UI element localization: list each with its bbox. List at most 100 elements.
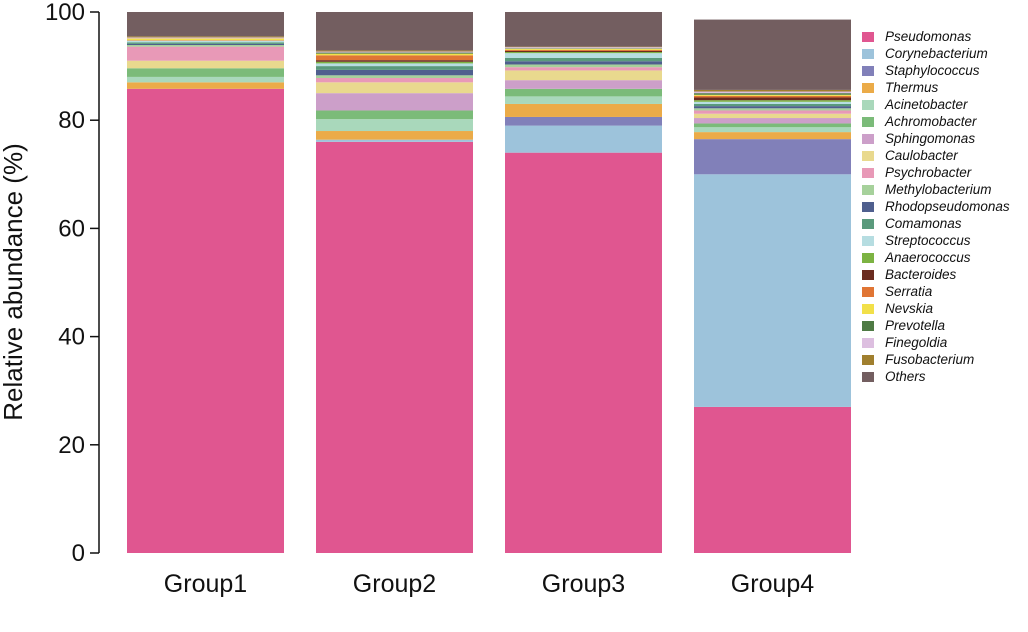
bar-segment-acinetobacter [127, 76, 284, 83]
bar-stack-group4 [694, 19, 851, 553]
legend-item: Pseudomonas [862, 28, 1010, 45]
bar-segment-fusobacterium [316, 50, 473, 52]
legend-swatch [862, 116, 874, 127]
legend-swatch [862, 337, 874, 348]
bar-segment-sphingomonas [316, 93, 473, 111]
legend-label: Thermus [885, 80, 939, 95]
bar-stacks [127, 12, 851, 554]
legend-swatch [862, 252, 874, 263]
bar-segment-pseudomonas [694, 406, 851, 553]
bar-segment-caulobacter [127, 60, 284, 69]
legend-label: Corynebacterium [885, 46, 988, 61]
legend-label: Staphylococcus [885, 63, 980, 78]
legend-swatch [862, 65, 874, 76]
legend-item: Nevskia [862, 300, 1010, 317]
legend-item: Prevotella [862, 317, 1010, 334]
bar-segment-rhodopseudomonas [127, 43, 284, 46]
y-tick-label: 0 [72, 540, 85, 567]
bar-segment-finegoldia [316, 51, 473, 53]
bar-segment-pseudomonas [127, 88, 284, 554]
legend-item: Streptococcus [862, 232, 1010, 249]
bar-stack-group3 [505, 12, 662, 553]
bar-segment-fusobacterium [694, 89, 851, 92]
legend-swatch [862, 218, 874, 229]
bar-segment-methylobacterium [694, 108, 851, 111]
bar-segment-comamonas [316, 66, 473, 70]
bar-segment-bacteroides [694, 97, 851, 101]
legend-label: Bacteroides [885, 267, 957, 282]
legend-label: Psychrobacter [885, 165, 972, 180]
legend-label: Comamonas [885, 216, 962, 231]
legend-item: Fusobacterium [862, 351, 1010, 368]
legend-label: Rhodopseudomonas [885, 199, 1010, 214]
legend-item: Serratia [862, 283, 1010, 300]
legend-item: Thermus [862, 79, 1010, 96]
bar-segment-serratia [316, 55, 473, 61]
legend-label: Nevskia [885, 301, 934, 316]
legend-label: Sphingomonas [885, 131, 976, 146]
bar-segment-others [316, 12, 473, 51]
bar-segment-corynebacterium [505, 125, 662, 153]
x-tick-label: Group3 [542, 570, 625, 598]
legend-item: Acinetobacter [862, 96, 1010, 113]
bar-segment-achromobacter [127, 68, 284, 77]
bar-segment-achromobacter [316, 110, 473, 120]
bar-stack-group1 [127, 12, 284, 554]
legend-swatch [862, 48, 874, 59]
bar-segment-prevotella [694, 93, 851, 95]
bar-segment-rhodopseudomonas [694, 106, 851, 109]
bar-segment-bacteroides [505, 50, 662, 53]
bar-segment-methylobacterium [316, 75, 473, 79]
bar-segment-rhodopseudomonas [316, 69, 473, 76]
bar-segment-streptococcus [127, 40, 284, 43]
legend-item: Methylobacterium [862, 181, 1010, 198]
x-tick-labels: Group1 Group2 Group3 Group4 [164, 570, 814, 598]
bar-segment-anaerococcus [316, 61, 473, 64]
bar-segment-comamonas [127, 42, 284, 44]
legend-swatch [862, 167, 874, 178]
bar-segment-comamonas [505, 57, 662, 62]
legend-label: Prevotella [885, 318, 946, 333]
bar-segment-streptococcus [316, 63, 473, 67]
legend-swatch [862, 31, 874, 42]
legend-item: Staphylococcus [862, 62, 1010, 79]
y-tick-label: 80 [58, 107, 85, 134]
legend-label: Methylobacterium [885, 182, 992, 197]
legend-label: Achromobacter [885, 114, 977, 129]
legend-swatch [862, 150, 874, 161]
bar-segment-others [505, 12, 662, 47]
bar-segment-rhodopseudomonas [505, 61, 662, 65]
bar-segment-nevskia [694, 94, 851, 96]
bar-segment-acinetobacter [505, 96, 662, 104]
legend-item: Bacteroides [862, 266, 1010, 283]
bar-segment-acinetobacter [316, 119, 473, 132]
bar-segment-sphingomonas [694, 118, 851, 124]
bar-segment-pseudomonas [505, 152, 662, 553]
y-tick-label: 100 [45, 0, 85, 26]
legend-swatch [862, 133, 874, 144]
legend-label: Fusobacterium [885, 352, 975, 367]
bar-segment-psychrobacter [505, 67, 662, 71]
legend-label: Pseudomonas [885, 29, 972, 44]
bar-segment-achromobacter [505, 88, 662, 97]
legend-label: Caulobacter [885, 148, 958, 163]
bar-segment-psychrobacter [316, 78, 473, 83]
legend-item: Achromobacter [862, 113, 1010, 130]
bar-segment-finegoldia [127, 37, 284, 39]
x-tick-label: Group4 [731, 570, 814, 598]
x-tick-label: Group2 [353, 570, 436, 598]
legend-swatch [862, 235, 874, 246]
legend-swatch [862, 201, 874, 212]
bar-segment-others [127, 12, 284, 37]
bar-segment-corynebacterium [694, 174, 851, 407]
bar-segment-caulobacter [694, 113, 851, 119]
bar-segment-pseudomonas [316, 141, 473, 553]
bar-segment-fusobacterium [127, 36, 284, 38]
bar-segment-nevskia [127, 38, 284, 41]
legend-swatch [862, 286, 874, 297]
y-tick-label: 40 [58, 324, 85, 351]
bar-segment-corynebacterium [316, 139, 473, 142]
legend-swatch [862, 371, 874, 382]
legend-swatch [862, 184, 874, 195]
